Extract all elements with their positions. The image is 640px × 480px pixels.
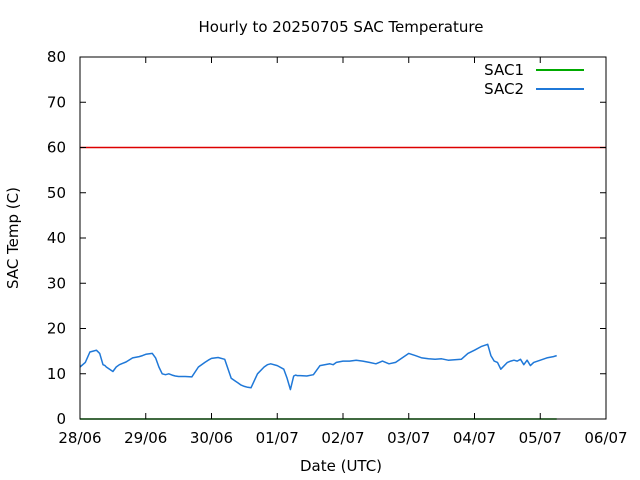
series-line-sac2 [79, 343, 557, 391]
plot-frame [79, 56, 607, 420]
legend-label-sac2: SAC2 [484, 80, 524, 98]
plot-area [79, 146, 606, 420]
x-tick-label: 04/07 [453, 429, 496, 447]
x-tick-label: 30/06 [190, 429, 233, 447]
x-tick-label: 05/07 [519, 429, 562, 447]
legend-label-sac1: SAC1 [484, 61, 524, 79]
y-tick-label: 0 [56, 410, 66, 428]
y-axis-label: SAC Temp (C) [4, 187, 22, 289]
x-tick-label: 28/06 [58, 429, 101, 447]
x-tick-label: 01/07 [256, 429, 299, 447]
y-tick-label: 50 [47, 184, 66, 202]
y-tick-label: 60 [47, 139, 66, 157]
chart-title: Hourly to 20250705 SAC Temperature [199, 18, 484, 36]
y-tick-label: 30 [47, 274, 66, 292]
axes: 0 10 20 30 40 50 60 70 80 28/06 29/06 30/06 01/07 02/… [47, 48, 628, 447]
y-tick-label: 10 [47, 365, 66, 383]
x-tick-label: 02/07 [321, 429, 364, 447]
x-tick-label: 03/07 [387, 429, 430, 447]
y-tick-label: 70 [47, 93, 66, 111]
y-tick-label: 40 [47, 229, 66, 247]
y-tick-label: 80 [47, 48, 66, 66]
y-tick-label: 20 [47, 320, 66, 338]
x-axis-label: Date (UTC) [300, 457, 382, 475]
x-tick-label: 29/06 [124, 429, 167, 447]
x-tick-label: 06/07 [584, 429, 627, 447]
